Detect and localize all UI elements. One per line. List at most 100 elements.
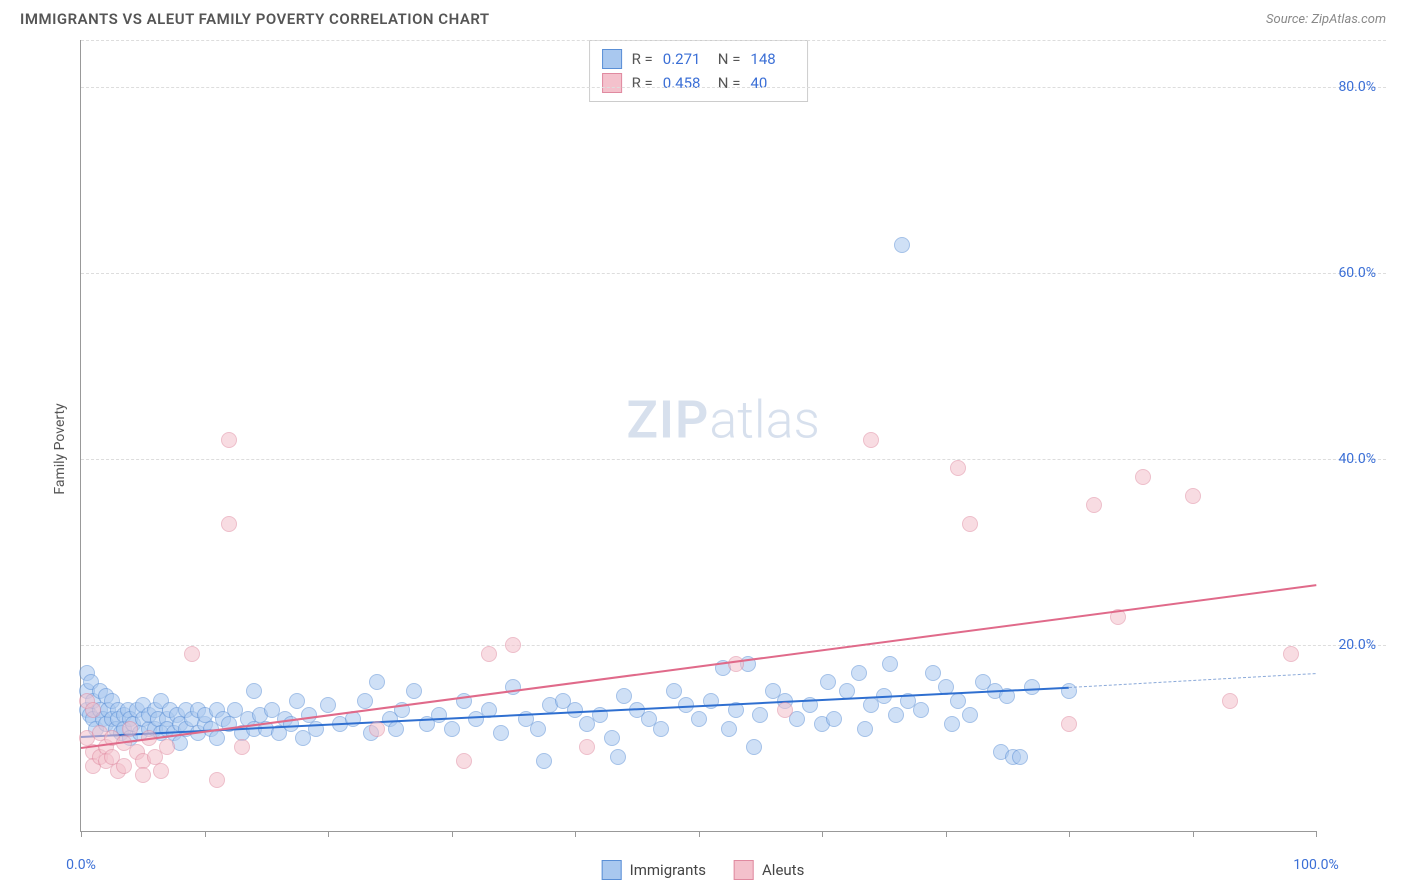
source-prefix: Source:: [1266, 12, 1311, 27]
data-point-aleuts: [777, 702, 793, 718]
x-tick: [81, 831, 82, 837]
data-point-immigrants: [888, 707, 904, 723]
stat-n-label: N =: [718, 47, 741, 71]
x-tick-label: 0.0%: [66, 857, 96, 873]
data-point-immigrants: [746, 739, 762, 755]
legend-label: Immigrants: [630, 861, 706, 879]
data-point-immigrants: [826, 711, 842, 727]
gridline: [81, 40, 1386, 41]
data-point-immigrants: [944, 716, 960, 732]
x-tick: [699, 831, 700, 837]
x-tick: [575, 831, 576, 837]
legend-swatch-immigrants: [602, 860, 622, 880]
data-point-immigrants: [388, 721, 404, 737]
data-point-immigrants: [493, 725, 509, 741]
y-tick-label: 40.0%: [1338, 451, 1376, 467]
stat-r-value: 0.458: [663, 71, 708, 95]
series-legend: Immigrants Aleuts: [602, 860, 805, 880]
data-point-immigrants: [721, 721, 737, 737]
gridline: [81, 645, 1386, 646]
data-point-aleuts: [1061, 716, 1077, 732]
data-point-immigrants: [962, 707, 978, 723]
data-point-immigrants: [913, 702, 929, 718]
trend-line-dashed-immigrants: [1069, 673, 1316, 688]
data-point-aleuts: [505, 637, 521, 653]
data-point-aleuts: [116, 758, 132, 774]
data-point-immigrants: [1012, 749, 1028, 765]
data-point-immigrants: [530, 721, 546, 737]
data-point-aleuts: [234, 739, 250, 755]
data-point-aleuts: [1283, 646, 1299, 662]
data-point-aleuts: [456, 753, 472, 769]
stats-legend: R =0.271N =148R =0.458N =40: [589, 40, 809, 102]
data-point-immigrants: [209, 730, 225, 746]
x-tick: [205, 831, 206, 837]
data-point-immigrants: [289, 693, 305, 709]
data-point-immigrants: [752, 707, 768, 723]
data-point-aleuts: [369, 721, 385, 737]
gridline: [81, 459, 1386, 460]
legend-swatch-aleuts: [602, 73, 622, 93]
data-point-aleuts: [962, 516, 978, 532]
chart-title: IMMIGRANTS VS ALEUT FAMILY POVERTY CORRE…: [20, 10, 490, 28]
data-point-aleuts: [579, 739, 595, 755]
legend-item-immigrants: Immigrants: [602, 860, 706, 880]
data-point-immigrants: [882, 656, 898, 672]
y-tick-label: 20.0%: [1338, 637, 1376, 653]
data-point-immigrants: [653, 721, 669, 737]
gridline: [81, 87, 1386, 88]
stat-n-label: N =: [718, 71, 741, 95]
data-point-aleuts: [184, 646, 200, 662]
data-point-aleuts: [1222, 693, 1238, 709]
data-point-immigrants: [666, 683, 682, 699]
data-point-immigrants: [444, 721, 460, 737]
watermark-atlas: atlas: [709, 389, 820, 450]
stat-r-label: R =: [632, 71, 653, 95]
data-point-immigrants: [604, 730, 620, 746]
legend-swatch-aleuts: [734, 860, 754, 880]
data-point-immigrants: [610, 749, 626, 765]
data-point-immigrants: [857, 721, 873, 737]
chart-area: Family Poverty ZIPatlas R =0.271N =148R …: [50, 40, 1386, 842]
x-tick: [452, 831, 453, 837]
data-point-aleuts: [950, 460, 966, 476]
data-point-immigrants: [691, 711, 707, 727]
data-point-immigrants: [406, 683, 422, 699]
y-tick-label: 80.0%: [1338, 79, 1376, 95]
chart-header: IMMIGRANTS VS ALEUT FAMILY POVERTY CORRE…: [0, 0, 1406, 36]
source-attribution: Source: ZipAtlas.com: [1266, 12, 1386, 27]
x-tick: [1069, 831, 1070, 837]
stat-r-value: 0.271: [663, 47, 708, 71]
legend-item-aleuts: Aleuts: [734, 860, 804, 880]
data-point-immigrants: [536, 753, 552, 769]
data-point-immigrants: [925, 665, 941, 681]
stats-row-aleuts: R =0.458N =40: [602, 71, 796, 95]
x-tick-label: 100.0%: [1293, 857, 1338, 873]
legend-label: Aleuts: [762, 861, 804, 879]
stat-n-value: 148: [750, 47, 795, 71]
data-point-immigrants: [820, 674, 836, 690]
data-point-aleuts: [209, 772, 225, 788]
data-point-aleuts: [135, 767, 151, 783]
x-tick: [1316, 831, 1317, 837]
stat-r-label: R =: [632, 47, 653, 71]
data-point-immigrants: [950, 693, 966, 709]
data-point-immigrants: [357, 693, 373, 709]
data-point-aleuts: [481, 646, 497, 662]
data-point-immigrants: [851, 665, 867, 681]
data-point-aleuts: [863, 432, 879, 448]
x-tick: [946, 831, 947, 837]
data-point-aleuts: [1185, 488, 1201, 504]
data-point-aleuts: [159, 739, 175, 755]
data-point-aleuts: [221, 516, 237, 532]
data-point-aleuts: [1086, 497, 1102, 513]
data-point-aleuts: [122, 721, 138, 737]
data-point-immigrants: [894, 237, 910, 253]
y-tick-label: 60.0%: [1338, 265, 1376, 281]
data-point-aleuts: [1135, 469, 1151, 485]
watermark: ZIPatlas: [627, 389, 820, 450]
data-point-aleuts: [221, 432, 237, 448]
data-point-immigrants: [246, 683, 262, 699]
gridline: [81, 273, 1386, 274]
data-point-immigrants: [1024, 679, 1040, 695]
